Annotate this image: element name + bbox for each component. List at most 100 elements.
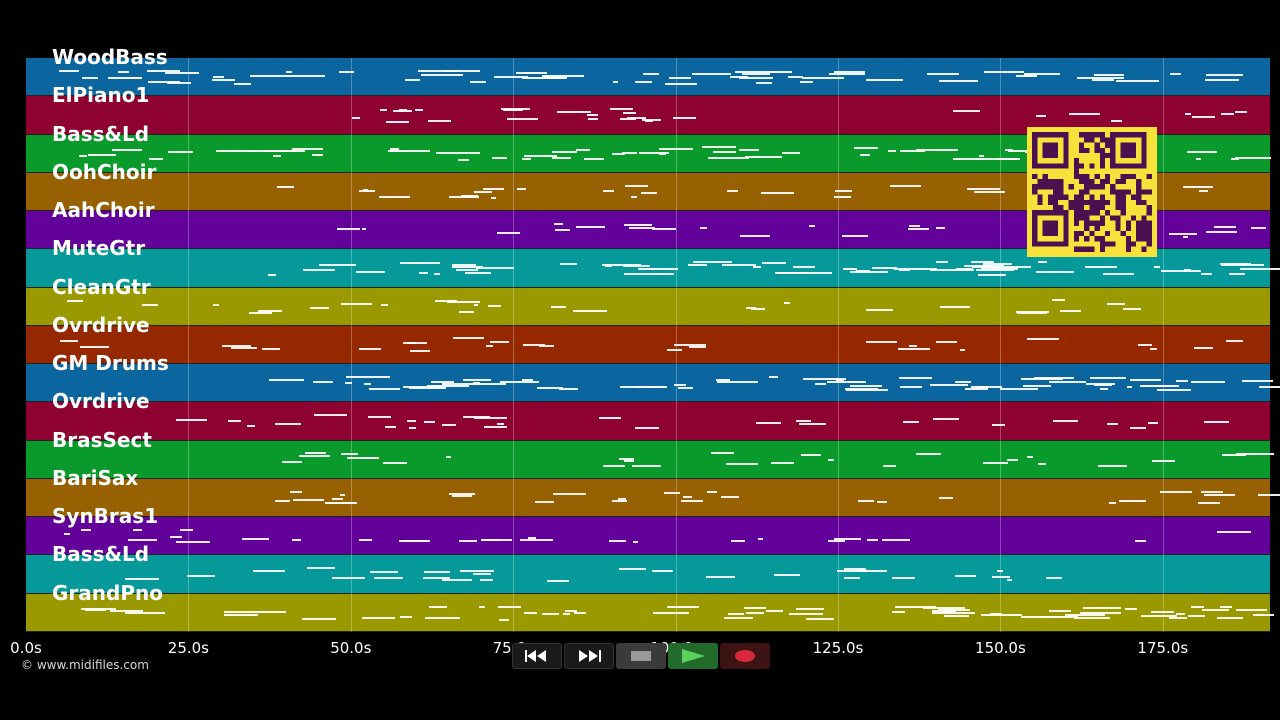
- midi-note: [258, 309, 283, 312]
- midi-note: [926, 72, 959, 75]
- midi-note: [938, 80, 978, 83]
- midi-note: [612, 152, 625, 155]
- midi-note: [175, 418, 208, 421]
- midi-note: [211, 78, 236, 81]
- midi-note: [828, 539, 845, 542]
- record-button[interactable]: [720, 643, 770, 669]
- midi-note: [1007, 458, 1019, 461]
- midi-note: [630, 195, 637, 198]
- midi-note: [1230, 157, 1240, 160]
- midi-note: [706, 490, 718, 493]
- fast-forward-button[interactable]: [564, 643, 614, 669]
- midi-note: [1091, 79, 1114, 82]
- midi-note: [263, 538, 270, 541]
- midi-note: [865, 340, 897, 343]
- midi-note: [739, 148, 760, 151]
- midi-note: [642, 118, 661, 121]
- midi-note: [860, 570, 888, 573]
- midi-note: [141, 303, 159, 306]
- midi-note: [1206, 73, 1243, 76]
- midi-note: [992, 576, 1011, 579]
- midi-note: [796, 419, 812, 422]
- midi-note: [385, 425, 397, 428]
- midi-note: [1093, 74, 1124, 77]
- midi-note: [1186, 151, 1218, 154]
- midi-note: [979, 154, 985, 157]
- track-lane: [26, 517, 1270, 556]
- midi-note: [473, 303, 479, 306]
- midi-note: [241, 537, 264, 540]
- midi-note: [853, 147, 879, 150]
- midi-note: [898, 377, 932, 380]
- midi-note: [361, 227, 367, 230]
- midi-note: [430, 380, 454, 383]
- midi-note: [624, 272, 663, 275]
- midi-note: [640, 192, 657, 195]
- midi-note: [436, 152, 480, 155]
- midi-note: [866, 78, 904, 81]
- midi-note: [553, 222, 563, 225]
- midi-note: [460, 570, 494, 573]
- midi-note: [499, 380, 540, 383]
- midi-note: [428, 120, 451, 123]
- midi-note: [527, 536, 536, 539]
- midi-note: [782, 152, 800, 155]
- midi-note: [1017, 311, 1048, 314]
- midi-note: [428, 605, 447, 608]
- midi-note: [783, 301, 791, 304]
- midi-note: [1035, 115, 1046, 118]
- track-label: WoodBass: [52, 45, 168, 69]
- midi-note: [743, 606, 767, 609]
- midi-note: [1221, 454, 1247, 457]
- midi-note: [602, 189, 614, 192]
- midi-note: [234, 82, 251, 85]
- midi-note: [932, 417, 960, 420]
- midi-note: [815, 382, 827, 385]
- midi-note: [380, 108, 387, 111]
- midi-note: [542, 74, 585, 77]
- midi-note: [953, 109, 981, 112]
- midi-note: [346, 457, 380, 460]
- midi-note: [983, 70, 1025, 73]
- midi-note: [1169, 616, 1187, 619]
- midi-note: [602, 264, 641, 267]
- midi-note: [1023, 72, 1060, 75]
- midi-note: [551, 156, 571, 159]
- midi-note: [213, 303, 220, 306]
- stop-button[interactable]: [616, 643, 666, 669]
- time-gridline: [1000, 58, 1002, 632]
- midi-note: [522, 157, 531, 160]
- rewind-button[interactable]: [512, 643, 562, 669]
- midi-note: [385, 120, 410, 123]
- midi-note: [1220, 263, 1251, 266]
- midi-note: [576, 226, 605, 229]
- midi-note: [80, 346, 110, 349]
- midi-note: [610, 107, 634, 110]
- midi-note: [164, 71, 200, 74]
- midi-note: [937, 608, 971, 611]
- midi-note: [1148, 421, 1159, 424]
- play-button[interactable]: [668, 643, 718, 669]
- track-lane: [26, 593, 1274, 632]
- midi-note: [433, 273, 440, 276]
- midi-note: [1168, 233, 1197, 236]
- midi-note: [463, 378, 491, 381]
- midi-note: [1234, 110, 1247, 113]
- midi-note: [494, 76, 529, 79]
- midi-note: [490, 340, 510, 343]
- midi-note: [699, 227, 708, 230]
- midi-note: [669, 76, 692, 79]
- midi-note: [728, 613, 744, 616]
- midi-note: [403, 386, 441, 389]
- midi-note: [642, 73, 660, 76]
- midi-note: [935, 340, 958, 343]
- midi-note: [312, 380, 334, 383]
- midi-note: [1234, 157, 1272, 160]
- midi-note: [1135, 539, 1147, 542]
- midi-note: [374, 576, 404, 579]
- midi-note: [358, 190, 375, 193]
- midi-note: [652, 227, 677, 230]
- midi-note: [417, 69, 459, 72]
- midi-note: [712, 151, 737, 153]
- midi-note: [658, 152, 667, 155]
